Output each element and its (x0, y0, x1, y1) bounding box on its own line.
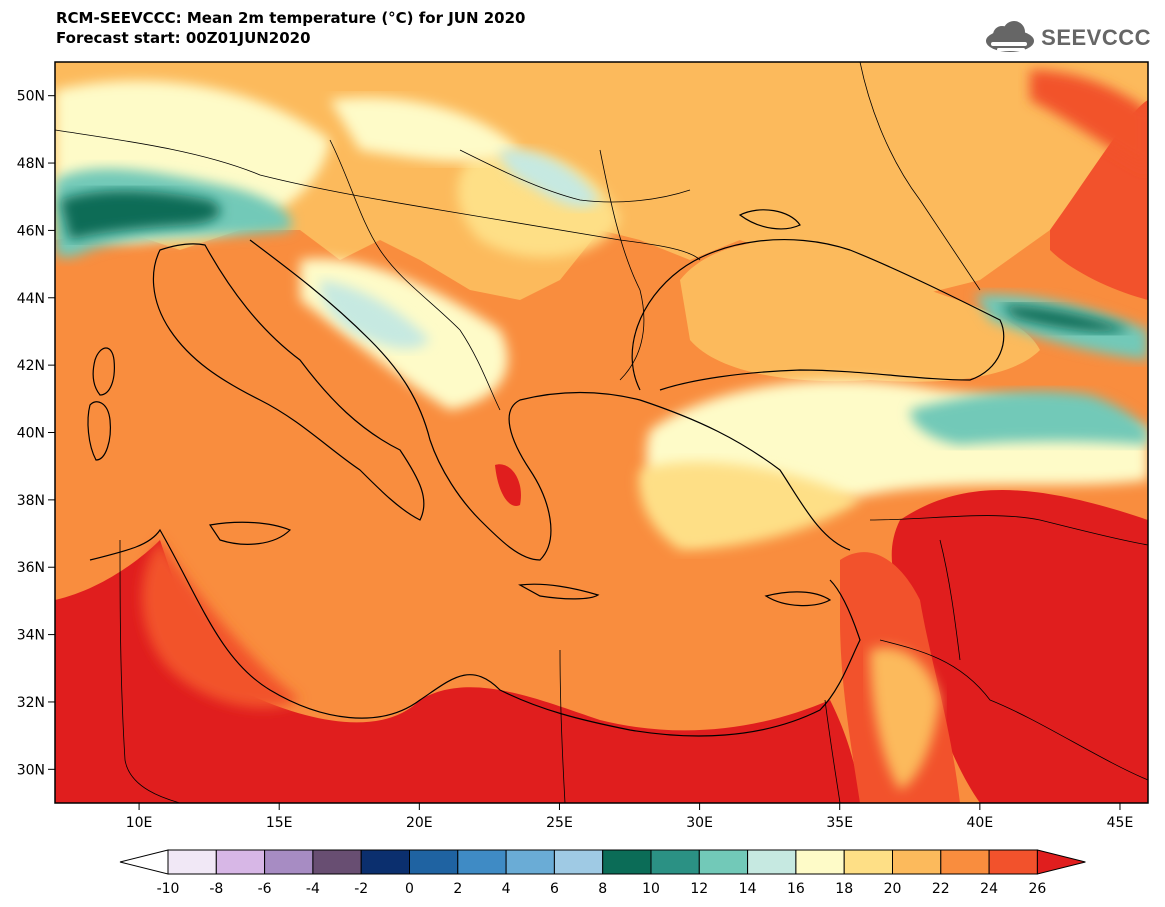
colorbar-label: 18 (835, 881, 853, 897)
black-sea-zone (680, 241, 1040, 382)
colorbar-swatch (457, 849, 507, 875)
colorbar-label: 16 (787, 881, 805, 897)
colorbar-label: 2 (453, 881, 462, 897)
colorbar-label: 12 (690, 881, 708, 897)
colorbar-swatch (505, 849, 555, 875)
colorbar-swatch (795, 849, 845, 875)
lon-tick-label: 35E (826, 815, 853, 831)
colorbar-label: 24 (980, 881, 998, 897)
lat-tick-label: 48N (17, 156, 45, 172)
colorbar-swatch (360, 849, 411, 875)
temperature-colorbar: -10 -8 -6 -4 -2 0 2 4 6 8 10 12 14 16 18 20 22 24 26 (119, 849, 1086, 897)
colorbar-swatch (747, 849, 797, 875)
lon-tick-label: 30E (686, 815, 713, 831)
colorbar-label: 14 (739, 881, 757, 897)
lat-tick-label: 46N (17, 223, 45, 239)
coastlines (87, 209, 1005, 737)
map-title: RCM-SEEVCCC: Mean 2m temperature (°C) fo… (56, 9, 526, 27)
colorbar-swatch (167, 849, 217, 875)
country-borders (55, 62, 1148, 803)
colorbar-label: 4 (502, 881, 511, 897)
colorbar-label: -8 (209, 881, 223, 897)
colorbar-swatch (602, 849, 652, 875)
warm-edge-africa (141, 540, 300, 709)
temperature-field (55, 62, 1148, 803)
colorbar-label: 10 (642, 881, 660, 897)
longitude-axis: 10E 15E 20E 25E 30E 35E 40E 45E (126, 803, 1134, 831)
lon-tick-label: 40E (967, 815, 994, 831)
lon-tick-label: 20E (406, 815, 433, 831)
colorbar-swatch (264, 849, 314, 875)
colorbar-label: -4 (306, 881, 320, 897)
colorbar-swatch (698, 849, 749, 875)
lon-tick-label: 15E (266, 815, 293, 831)
lat-tick-label: 34N (17, 628, 45, 644)
colorbar-above-arrow (1036, 849, 1086, 875)
cold-caucasus-core (1000, 305, 1130, 333)
colorbar-swatch (215, 849, 266, 875)
logo-text: SEEVCCC (1041, 25, 1151, 50)
colorbar-swatch (650, 849, 700, 875)
lat-tick-label: 42N (17, 358, 45, 374)
colorbar-swatch (988, 849, 1038, 875)
lat-tick-label: 40N (17, 426, 45, 442)
colorbar-label: -2 (354, 881, 368, 897)
cold-anatolia-east (910, 390, 1148, 445)
forecast-start: Forecast start: 00Z01JUN2020 (56, 29, 311, 47)
colorbar-label: 22 (932, 881, 950, 897)
lat-tick-label: 30N (17, 762, 45, 778)
lat-tick-label: 38N (17, 493, 45, 509)
light-patch-anatolia (639, 461, 860, 550)
warm-northeast (1030, 70, 1148, 170)
lat-tick-label: 32N (17, 695, 45, 711)
colorbar-label: -10 (157, 881, 180, 897)
cloud-icon (986, 21, 1035, 52)
colorbar-label: 26 (1028, 881, 1046, 897)
colorbar-below-arrow (119, 849, 169, 875)
lat-tick-label: 36N (17, 560, 45, 576)
latitude-axis: 50N 48N 46N 44N 42N 40N 38N 36N 34N 32N 30N (17, 89, 55, 778)
colorbar-swatch (553, 849, 604, 875)
lon-tick-label: 45E (1107, 815, 1134, 831)
logo: SEEVCCC (983, 20, 1151, 56)
warm-belt-north (55, 62, 1148, 300)
cold-balkans (320, 280, 430, 349)
pale-patch-north (330, 97, 520, 162)
colorbar-swatch (843, 849, 894, 875)
colorbar-swatch (409, 849, 459, 875)
lat-tick-label: 50N (17, 89, 45, 105)
colorbar-label: 20 (884, 881, 902, 897)
lon-tick-label: 25E (546, 815, 573, 831)
colorbar-label: 6 (550, 881, 559, 897)
lon-tick-label: 10E (126, 815, 153, 831)
hot-greece-spot (495, 464, 521, 506)
hot-north-africa (55, 540, 860, 803)
colorbar-swatch (892, 849, 942, 875)
colorbar-swatch (312, 849, 362, 875)
lat-tick-label: 44N (17, 291, 45, 307)
hot-middle-east (891, 490, 1148, 803)
colorbar-label: 8 (598, 881, 607, 897)
colorbar-label: -6 (258, 881, 272, 897)
cold-carpathians (500, 149, 600, 208)
colorbar-swatch (940, 849, 990, 875)
cold-alps-core (60, 190, 221, 240)
colorbar-label: 0 (405, 881, 414, 897)
mid-levant (870, 647, 940, 790)
